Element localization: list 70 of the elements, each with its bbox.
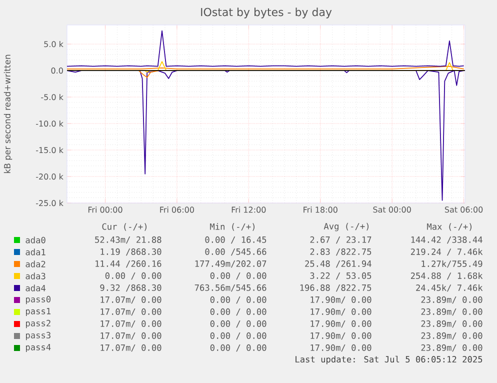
y-axis-title: kB per second read+written <box>4 54 12 174</box>
text: 219.24 / 7.46k <box>410 248 483 256</box>
text: 52.43m/ 21.88 <box>95 236 162 244</box>
text: 17.07m/ 0.00 <box>100 320 162 328</box>
text: 17.07m/ 0.00 <box>100 344 162 352</box>
text: Last update: Sat Jul 5 06:05:12 2025 <box>296 356 482 364</box>
y-tick-label: -25.0 k <box>36 200 64 206</box>
text: 11.44 /260.16 <box>96 260 162 268</box>
text: 17.90m/ 0.00 <box>310 308 372 316</box>
legend-label: ada1 <box>26 248 46 256</box>
y-tick-label: 0.0 <box>51 68 63 74</box>
y-tick-label: 5.0 k <box>44 40 64 48</box>
y-tick-label: -10.0 k <box>36 120 64 127</box>
x-tick-label: Sat 06:00 <box>444 206 483 213</box>
legend-label: ada2 <box>26 260 46 268</box>
x-tick-label: Fri 00:00 <box>88 206 122 213</box>
text: 254.88 / 1.68k <box>410 272 483 280</box>
text: 17.90m/ 0.00 <box>310 320 372 328</box>
y-tick-label: -20.0 k <box>36 173 64 180</box>
text: 1.27k/755.49 <box>422 260 482 268</box>
legend-label: pass1 <box>26 308 51 316</box>
text: 25.48 /261.94 <box>305 260 372 268</box>
text: 17.07m/ 0.00 <box>100 308 162 316</box>
x-tick-label: Fri 06:00 <box>160 206 194 213</box>
text: 0.00 /545.66 <box>205 248 266 256</box>
text: 17.07m/ 0.00 <box>100 296 162 304</box>
text: 23.89m/ 0.00 <box>421 320 482 328</box>
legend-label: pass0 <box>26 296 51 304</box>
text: 763.56m/545.66 <box>194 284 266 292</box>
text: 0.00 / 0.00 <box>210 296 266 304</box>
text: 24.45k/ 7.46k <box>416 284 483 292</box>
chart-title: IOstat by bytes - by day <box>201 8 332 18</box>
text: 0.00 / 0.00 <box>105 272 162 280</box>
y-tick-label: -15.0 k <box>36 146 64 154</box>
text: Min (-/+) <box>210 223 255 231</box>
text: 196.88 /822.75 <box>300 284 372 292</box>
text: Cur (-/+) <box>102 223 147 231</box>
text: Avg (-/+) <box>324 222 369 232</box>
text: 177.49m/202.07 <box>195 260 266 268</box>
legend-label: pass4 <box>26 344 51 352</box>
text: 17.07m/ 0.00 <box>100 332 162 340</box>
text: 23.89m/ 0.00 <box>421 296 482 304</box>
x-tick-label: Fri 12:00 <box>232 206 266 213</box>
legend-label: pass2 <box>26 320 50 328</box>
text: 2.83 /822.75 <box>310 248 372 256</box>
legend-label: ada3 <box>26 272 46 280</box>
text: 0.00 / 16.45 <box>205 236 266 244</box>
text: 0.00 / 0.00 <box>210 320 266 328</box>
x-tick-label: Fri 18:00 <box>304 206 338 213</box>
text: 23.89m/ 0.00 <box>421 332 482 340</box>
y-tick-label: -5.0 k <box>41 94 64 100</box>
text: 0.00 / 0.00 <box>210 308 266 316</box>
legend-label: ada0 <box>26 236 46 244</box>
text: 0.00 / 0.00 <box>210 344 266 352</box>
text: 17.90m/ 0.00 <box>310 332 372 340</box>
x-tick-label: Sat 00:00 <box>373 206 411 213</box>
legend-label: pass3 <box>26 332 50 340</box>
text: 1.19 /868.30 <box>100 248 162 256</box>
text: 0.00 / 0.00 <box>210 332 266 340</box>
text: 144.42 /338.44 <box>411 236 482 244</box>
legend-label: ada4 <box>26 284 46 292</box>
text: 17.90m/ 0.00 <box>310 344 372 352</box>
text: 0.00 / 0.00 <box>210 272 266 280</box>
text: 3.22 / 53.05 <box>310 272 372 280</box>
text: 23.89m/ 0.00 <box>421 308 482 316</box>
text: 9.32 /868.30 <box>100 284 162 292</box>
text: 23.89m/ 0.00 <box>421 344 482 352</box>
text: 2.67 / 23.17 <box>310 236 372 244</box>
text: 17.90m/ 0.00 <box>310 296 372 304</box>
text: Max (-/+) <box>427 223 472 231</box>
